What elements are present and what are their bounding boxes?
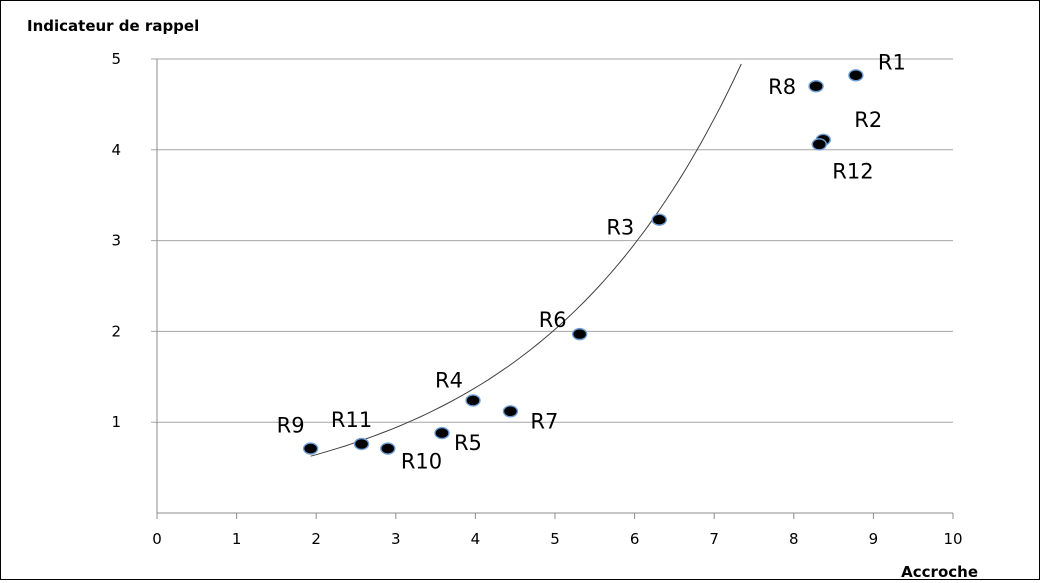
point-label-r12: R12: [832, 159, 873, 183]
point-r11: [353, 437, 370, 451]
point-r8: [808, 80, 824, 93]
point-label-r3: R3: [606, 216, 634, 240]
x-axis-label: Accroche: [901, 563, 978, 581]
point-label-r2: R2: [854, 108, 882, 132]
point-label-r11: R11: [331, 408, 372, 432]
x-tick-label-9: 9: [869, 530, 879, 548]
point-label-r1: R1: [878, 50, 906, 74]
x-tick-label-7: 7: [709, 530, 719, 548]
point-label-r9: R9: [277, 414, 305, 438]
x-tick-label-10: 10: [943, 530, 962, 548]
grid-lines: [151, 58, 953, 423]
x-tick-label-2: 2: [311, 530, 321, 548]
data-points: [302, 69, 864, 455]
point-r1: [848, 69, 864, 82]
x-tick-label-8: 8: [789, 530, 799, 548]
point-label-r8: R8: [768, 75, 796, 99]
point-label-r7: R7: [530, 409, 558, 433]
point-label-r5: R5: [454, 431, 482, 455]
point-r6: [571, 327, 588, 341]
point-labels: R1 R2 R3 R4 R5 R6 R7 R8 R9 R10 R11 R12: [277, 50, 906, 473]
trendline: [310, 63, 742, 457]
point-r12: [811, 138, 827, 151]
x-tick-label-4: 4: [471, 530, 481, 548]
y-tick-label-4: 4: [111, 141, 121, 159]
axes: [156, 59, 954, 519]
point-label-r10: R10: [401, 450, 442, 474]
y-tick-label-1: 1: [111, 413, 121, 431]
point-r10: [380, 442, 396, 455]
point-r3: [651, 213, 667, 226]
y-axis-label: Indicateur de rappel: [27, 17, 199, 35]
point-label-r4: R4: [435, 368, 463, 392]
point-r4: [465, 394, 481, 407]
point-r9: [302, 442, 319, 455]
point-r5: [434, 426, 450, 440]
point-r7: [502, 405, 519, 418]
x-tick-label-5: 5: [550, 530, 560, 548]
x-tick-label-6: 6: [630, 530, 640, 548]
trendline-curve: [310, 63, 742, 457]
point-label-r6: R6: [539, 308, 567, 332]
y-tick-label-2: 2: [111, 322, 121, 340]
y-tick-label-5: 5: [111, 50, 121, 68]
x-tick-label-1: 1: [232, 530, 242, 548]
y-tick-label-3: 3: [111, 232, 121, 250]
x-tick-label-0: 0: [152, 530, 162, 548]
x-tick-label-3: 3: [391, 530, 401, 548]
tick-labels: 0 1 2 3 4 5 6 7 8 9 10 1 2 3 4 5: [111, 50, 962, 548]
